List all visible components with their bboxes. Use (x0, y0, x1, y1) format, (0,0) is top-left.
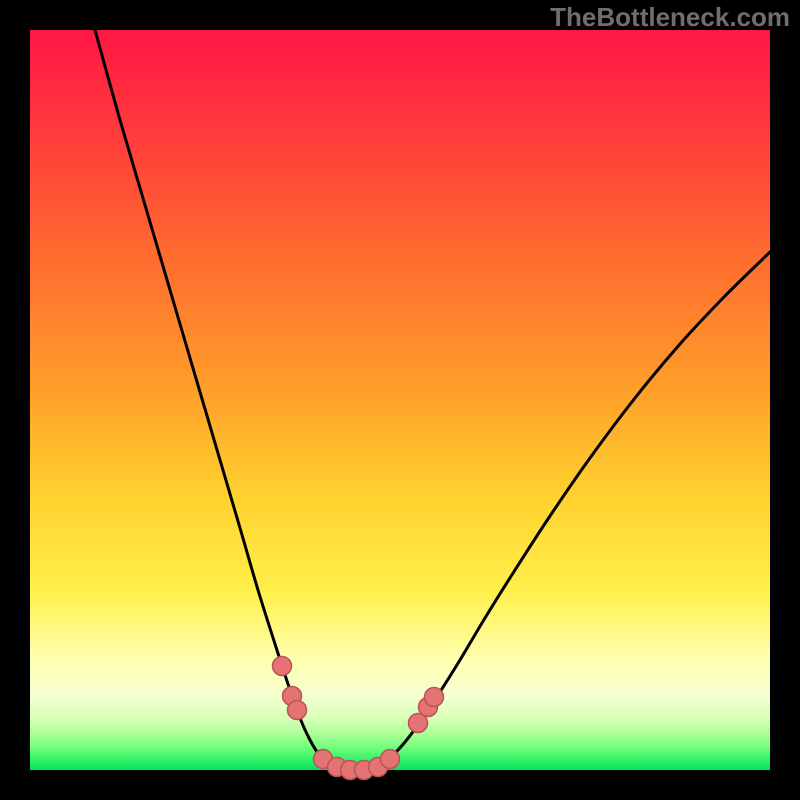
curve-marker (381, 750, 400, 769)
plot-area (30, 30, 770, 770)
curve-marker (425, 688, 444, 707)
bottleneck-curve (95, 30, 770, 770)
watermark-text: TheBottleneck.com (550, 2, 790, 33)
curve-layer (30, 30, 770, 770)
marker-group (273, 657, 444, 780)
chart-stage: TheBottleneck.com (0, 0, 800, 800)
curve-marker (273, 657, 292, 676)
curve-marker (288, 701, 307, 720)
